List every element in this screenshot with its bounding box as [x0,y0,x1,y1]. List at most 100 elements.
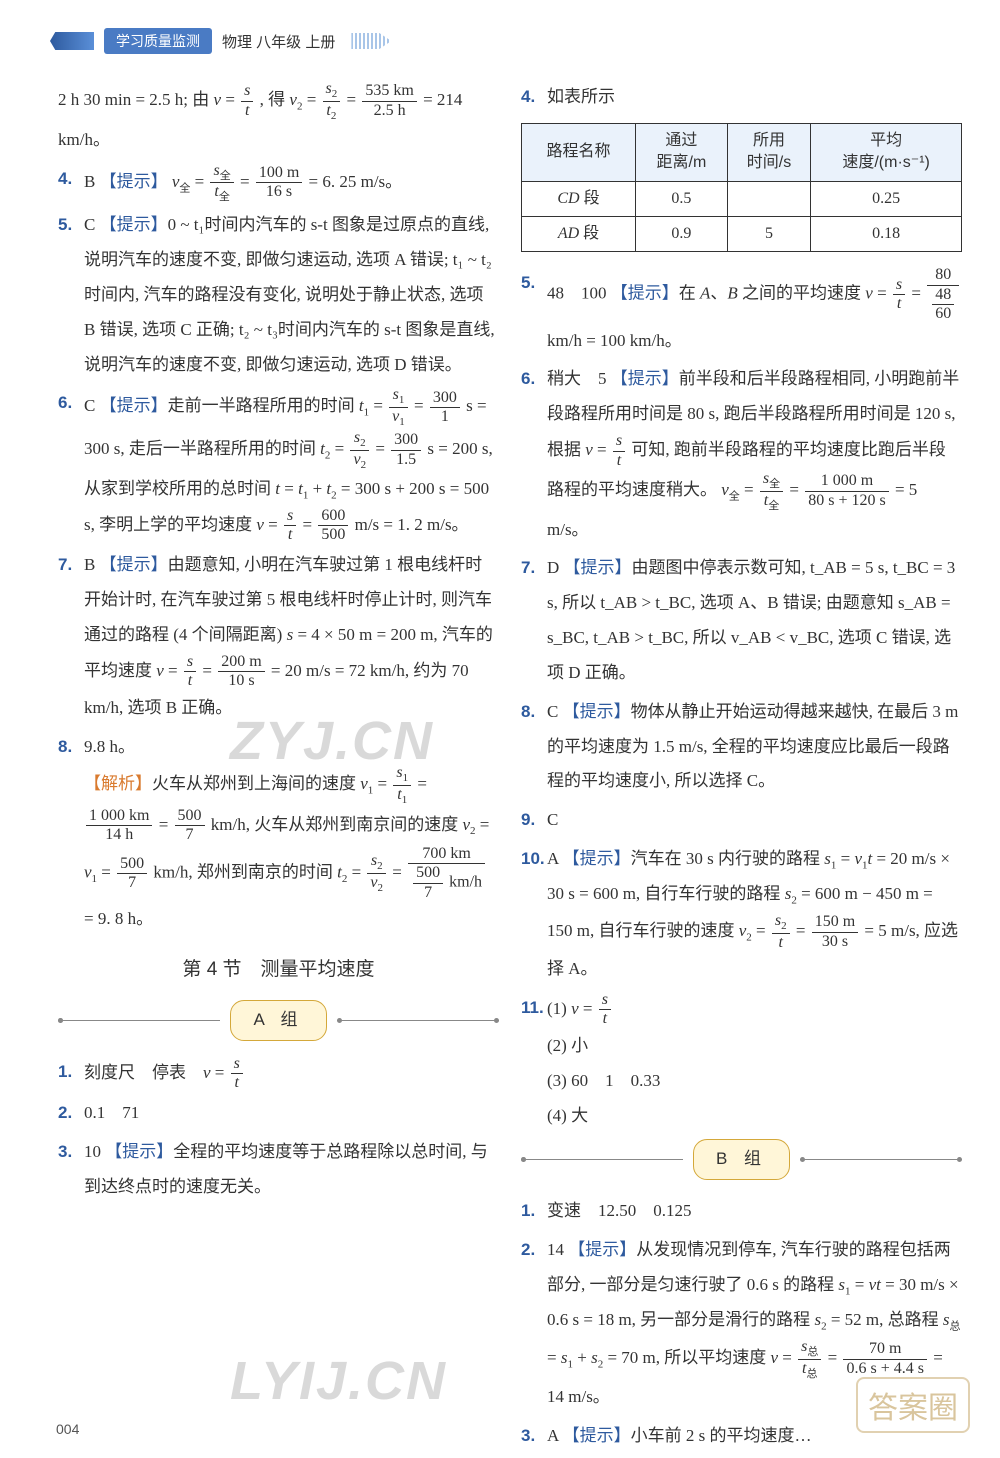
group-a-divider: A 组 [58,1000,499,1041]
right-b1: 1. 变速 12.50 0.125 [521,1194,962,1229]
hint-label: 【提示】 [611,369,679,388]
answer: C [547,702,558,721]
table-cell: 5 [727,217,810,252]
table-header: 路程名称 [522,123,636,181]
hint-label: 【提示】 [100,215,168,234]
q-number: 3. [521,1419,547,1454]
answer: 9.8 h。 [84,737,135,756]
table-cell: 0.25 [811,181,962,216]
answer: B [84,172,95,191]
right-q7: 7. D 【提示】由题图中停表示数可知, t_AB = 5 s, t_BC = … [521,551,962,690]
answer: C [84,215,95,234]
right-q9: 9. C [521,803,962,838]
q-number: 5. [58,208,84,382]
left-q8: 8. 9.8 h。 【解析】火车从郑州到上海间的速度 v1 = s1t1 = 1… [58,730,499,937]
q-number: 10. [521,842,547,987]
arrow-icon [351,33,391,49]
answer: 稍大 5 [547,369,607,388]
table-cell: 0.5 [636,181,728,216]
group-a-label: A 组 [230,1000,326,1041]
hint-label: 【提示】 [563,702,631,721]
answer: 48 100 [547,284,607,303]
q-number: 5. [521,266,547,358]
right-q4: 4. 如表所示 [521,80,962,115]
right-q8: 8. C 【提示】物体从静止开始运动得越来越快, 在最后 3 m 的平均速度为 … [521,695,962,800]
hint-label: 【提示】 [563,849,631,868]
q-number: 8. [521,695,547,800]
speed-table: 路程名称 通过距离/m 所用时间/s 平均速度/(m·s⁻¹) CD 段 0.5… [521,123,962,253]
answer: C [547,803,962,838]
table-cell: AD 段 [522,217,636,252]
right-column: 4. 如表所示 路程名称 通过距离/m 所用时间/s 平均速度/(m·s⁻¹) … [521,80,962,1458]
hint-label: 【提示】 [568,1240,636,1259]
q11-2: (2) 小 [547,1036,588,1055]
q-number: 2. [521,1233,547,1415]
q-number: 9. [521,803,547,838]
q-text: 小车前 2 s 的平均速度… [631,1426,812,1445]
left-column: 2 h 30 min = 2.5 h; 由 v = st , 得 v2 = s2… [58,80,499,1458]
header-badge: 学习质量监测 [104,28,212,54]
pencil-icon [50,32,94,50]
table-header-row: 路程名称 通过距离/m 所用时间/s 平均速度/(m·s⁻¹) [522,123,962,181]
hint-label: 【提示】 [100,397,168,416]
hint-label: 【提示】 [105,1142,173,1161]
left-q7: 7. B 【提示】由题意知, 小明在汽车驶过第 1 根电线杆时开始计时, 在汽车… [58,548,499,725]
table-header: 通过距离/m [636,123,728,181]
hint-label: 【提示】 [563,1426,631,1445]
answer: 变速 12.50 0.125 [547,1194,962,1229]
header-subject: 物理 八年级 上册 [222,31,335,52]
table-cell [727,181,810,216]
table-row: CD 段 0.5 0.25 [522,181,962,216]
content-columns: 2 h 30 min = 2.5 h; 由 v = st , 得 v2 = s2… [0,62,1000,1458]
hint-label: 【提示】 [564,558,632,577]
right-q6: 6. 稍大 5 【提示】前半段和后半段路程相同, 小明跑前半段路程所用时间是 8… [521,362,962,547]
table-header: 所用时间/s [727,123,810,181]
hint-label: 【提示】 [100,555,168,574]
left-q4: 4. B 【提示】 v全 = s全t全 = 100 m16 s = 6. 25 … [58,162,499,205]
page-header: 学习质量监测 物理 八年级 上册 [0,0,1000,62]
hint-label: 【解析】 [84,775,152,794]
q-text: 如表所示 [547,80,962,115]
section-4-title: 第 4 节 测量平均速度 [58,951,499,990]
answer: B [84,555,95,574]
hint-label: 【提示】 [611,284,679,303]
table-cell: CD 段 [522,181,636,216]
answer: 10 [84,1142,101,1161]
left-a2: 2. 0.1 71 [58,1096,499,1131]
q-number: 7. [521,551,547,690]
q-number: 8. [58,730,84,937]
answer: D [547,558,559,577]
answer: A [547,849,558,868]
left-q5: 5. C 【提示】0 ~ t₁时间内汽车的 s-t 图象是过原点的直线, 说明汽… [58,208,499,382]
answer: 0.1 71 [84,1096,499,1131]
q-number: 11. [521,991,547,1133]
table-row: AD 段 0.9 5 0.18 [522,217,962,252]
q-number: 2. [58,1096,84,1131]
q11-3: (3) 60 1 0.33 [547,1071,660,1090]
group-b-divider: B 组 [521,1139,962,1180]
table-cell: 0.9 [636,217,728,252]
q-number: 4. [58,162,84,205]
table-header: 平均速度/(m·s⁻¹) [811,123,962,181]
table-cell: 0.18 [811,217,962,252]
q-number: 6. [58,386,84,544]
right-q11: 11. (1) v = st (2) 小 (3) 60 1 0.33 (4) 大 [521,991,962,1133]
left-a1: 1. 刻度尺 停表 v = st [58,1055,499,1093]
group-b-label: B 组 [693,1139,790,1180]
q-text: 0 ~ t₁时间内汽车的 s-t 图象是过原点的直线, 说明汽车的速度不变, 即… [84,215,495,373]
hint-label: 【提示】 [100,172,168,191]
q-number: 1. [58,1055,84,1093]
corner-watermark: 答案圈 [856,1377,970,1433]
q-number: 1. [521,1194,547,1229]
left-a3: 3. 10 【提示】全程的平均速度等于总路程除以总时间, 与到达终点时的速度无关… [58,1135,499,1205]
answer: C [84,397,95,416]
answer: 14 [547,1240,564,1259]
q-number: 6. [521,362,547,547]
answer: A [547,1426,558,1445]
left-q6: 6. C 【提示】走前一半路程所用的时间 t1 = s1v1 = 3001 s … [58,386,499,544]
q-number: 7. [58,548,84,725]
right-q5: 5. 48 100 【提示】在 A、B 之间的平均速度 v = st = 804… [521,266,962,358]
q-number: 3. [58,1135,84,1205]
q-number: 4. [521,80,547,115]
left-preamble: 2 h 30 min = 2.5 h; 由 v = st , 得 v2 = s2… [58,80,499,158]
